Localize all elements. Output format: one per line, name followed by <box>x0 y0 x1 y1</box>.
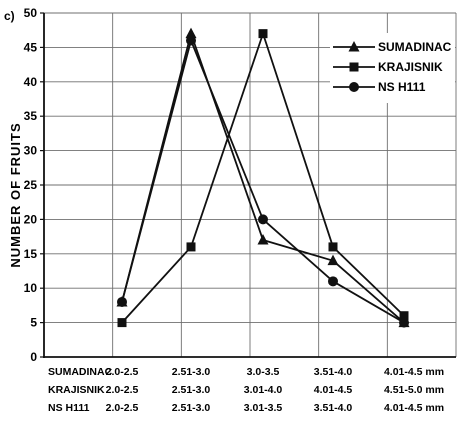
category-label: 2.51-3.0 <box>172 384 211 396</box>
data-point-circle <box>117 296 127 307</box>
data-point-circle <box>186 35 196 46</box>
category-label: 2.0-2.5 <box>106 366 139 378</box>
category-label: 3.01-4.0 <box>244 384 283 396</box>
legend: SUMADINAC KRAJISNIK NS H111 <box>330 33 455 103</box>
data-point-square <box>186 242 196 252</box>
category-label: 3.51-4.0 <box>314 402 353 414</box>
data-point-square <box>258 29 268 39</box>
y-tick-label: 0 <box>30 350 37 364</box>
y-tick-label: 40 <box>24 75 38 89</box>
data-point-triangle <box>185 27 197 39</box>
y-tick-label: 25 <box>24 178 38 192</box>
y-tick-label: 45 <box>24 40 38 54</box>
category-label: 3.01-3.5 <box>244 402 283 414</box>
y-axis-title: NUMBER OF FRUITS <box>8 122 23 267</box>
category-label: 4.01-4.5 <box>314 384 353 396</box>
category-label: 2.0-2.5 <box>106 402 139 414</box>
y-tick-label: 20 <box>24 212 38 226</box>
legend-label: NS H111 <box>378 80 426 94</box>
category-label: 2.0-2.5 <box>106 384 139 396</box>
category-row-label: KRAJISNIK <box>48 384 105 396</box>
category-label: 2.51-3.0 <box>172 402 211 414</box>
y-tick-label: 5 <box>30 316 37 330</box>
axes-layer: 0 5 10 15 20 25 30 35 40 45 50 <box>24 6 456 364</box>
category-label: 2.51-3.0 <box>172 366 211 378</box>
y-tick-label: 15 <box>24 247 38 261</box>
legend-label: KRAJISNIK <box>378 60 443 74</box>
data-point-circle <box>328 276 338 287</box>
data-point-square <box>328 242 338 252</box>
y-tick-label: 30 <box>24 144 38 158</box>
category-row-label: SUMADINAC <box>48 366 113 378</box>
category-label: 3.51-4.0 <box>314 366 353 378</box>
data-point-square <box>349 62 359 72</box>
data-point-triangle <box>348 41 360 52</box>
legend-label: SUMADINAC <box>378 40 452 54</box>
category-row-label: NS H111 <box>48 402 90 414</box>
data-point-circle <box>349 82 359 92</box>
data-point-square <box>117 318 127 328</box>
category-label: 4.51-5.0 mm <box>384 384 444 396</box>
category-label: 3.0-3.5 <box>247 366 280 378</box>
data-point-triangle <box>327 254 339 266</box>
category-label: 4.01-4.5 mm <box>384 402 444 414</box>
data-point-square <box>399 311 409 321</box>
y-tick-label: 50 <box>24 6 38 20</box>
category-label: 4.01-4.5 mm <box>384 366 444 378</box>
data-point-circle <box>399 317 409 328</box>
panel-label: c) <box>4 9 15 23</box>
data-point-triangle <box>257 234 269 245</box>
data-point-circle <box>258 214 268 225</box>
y-tick-label: 35 <box>24 109 38 123</box>
series-layer <box>116 27 410 328</box>
y-tick-label: 10 <box>24 281 38 295</box>
